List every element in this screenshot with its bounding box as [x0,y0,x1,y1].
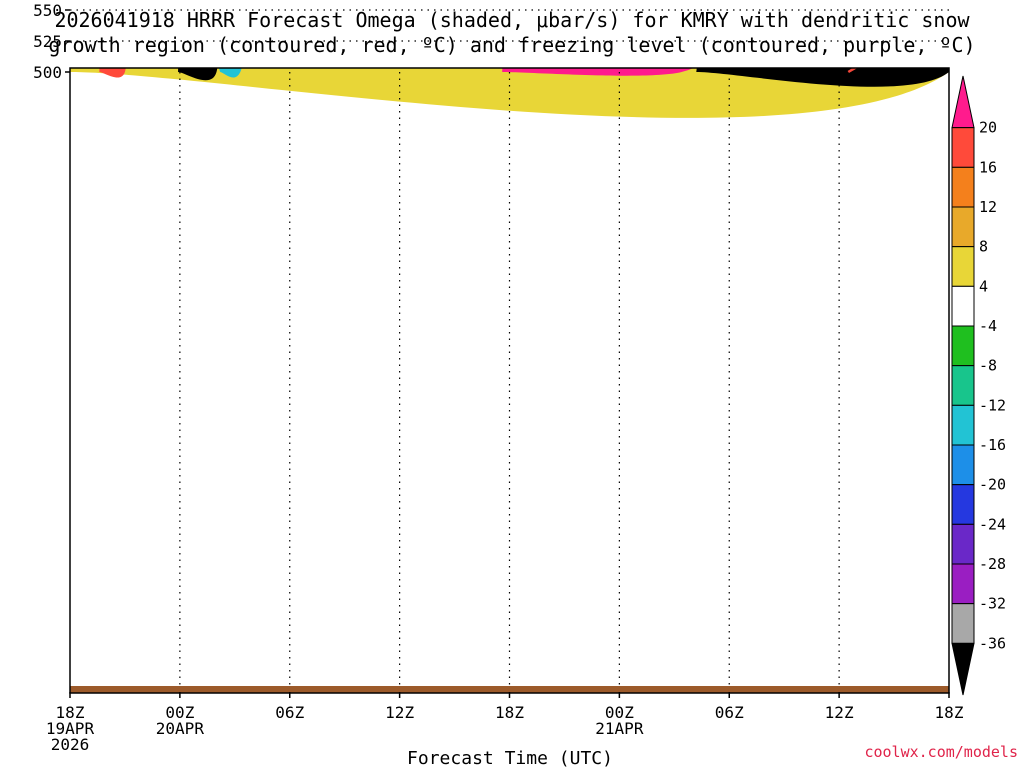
colorbar-swatch-5 [951,285,975,327]
colorbar-arrow-bottom [951,642,975,696]
colorbar-swatch-9 [951,444,975,486]
colorbar-swatch-4 [951,246,975,287]
x-tick-label-30-1: 21APR [595,719,644,738]
colorbar-swatch-1 [951,127,975,168]
colorbar-label-9: -20 [979,476,1006,494]
colorbar-label-12: -32 [979,595,1006,613]
colorbar-label-6: -8 [979,357,997,375]
omega-region-4 [99,68,126,78]
colorbar-label-8: -16 [979,436,1006,454]
y-axis-ticks: 5005255505756006256506757007257507758008… [33,1,70,82]
colorbar-swatch-2 [951,166,975,208]
x-tick-label-0-1: 19APR [46,719,95,738]
colorbar-label-5: -4 [979,317,997,335]
colorbar-swatch-7 [951,365,975,406]
colorbar-label-10: -24 [979,515,1006,533]
colorbar-swatch-12 [951,563,975,605]
colorbar-label-0: 20 [979,119,997,137]
colorbar-label-13: -36 [979,634,1006,652]
x-tick-label-6-1: 20APR [156,719,205,738]
colorbar-label-11: -28 [979,555,1006,573]
colorbar-swatch-11 [951,523,975,565]
x-tick-label-0-2: 2026 [51,735,90,754]
chart-title-line1: 2026041918 HRRR Forecast Omega (shaded, … [54,8,970,32]
chart-title-line2: growth region (contoured, red, ºC) and f… [48,33,975,57]
x-tick-label-24-0: 18Z [495,703,524,722]
omega-region-5 [178,68,218,81]
y-tick-label-525: 525 [33,32,62,51]
colorbar-swatch-13 [951,603,975,644]
x-tick-label-48-0: 18Z [935,703,964,722]
x-tick-label-36-0: 06Z [715,703,744,722]
omega-region-11 [696,68,949,87]
omega-region-1 [502,68,693,76]
x-tick-label-42-0: 12Z [825,703,854,722]
ground-strip [70,686,949,693]
y-tick-label-550: 550 [33,1,62,20]
colorbar-swatch-8 [951,404,975,446]
colorbar-label-7: -12 [979,396,1006,414]
colorbar-legend: 20 16 12 8 4 -4 -8 -12 -16 -20 -24 -28 -32 -36 [951,75,1006,696]
colorbar-swatch-6 [951,325,975,367]
omega-region-6 [218,68,242,78]
x-tick-label-12-0: 06Z [275,703,304,722]
x-tick-label-18-0: 12Z [385,703,414,722]
x-axis-label: Forecast Time (UTC) [407,748,613,768]
y-tick-label-500: 500 [33,63,62,82]
colorbar-label-2: 12 [979,198,997,216]
x-tick-label-30-0: 00Z [605,703,634,722]
colorbar-label-3: 8 [979,238,988,256]
credit-text: coolwx.com/models [864,743,1018,761]
colorbar-label-1: 16 [979,158,997,176]
colorbar-label-4: 4 [979,277,988,295]
colorbar-swatch-3 [951,206,975,248]
x-tick-label-6-0: 00Z [165,703,194,722]
colorbar-swatch-10 [951,484,975,525]
x-tick-label-0-0: 18Z [56,703,85,722]
